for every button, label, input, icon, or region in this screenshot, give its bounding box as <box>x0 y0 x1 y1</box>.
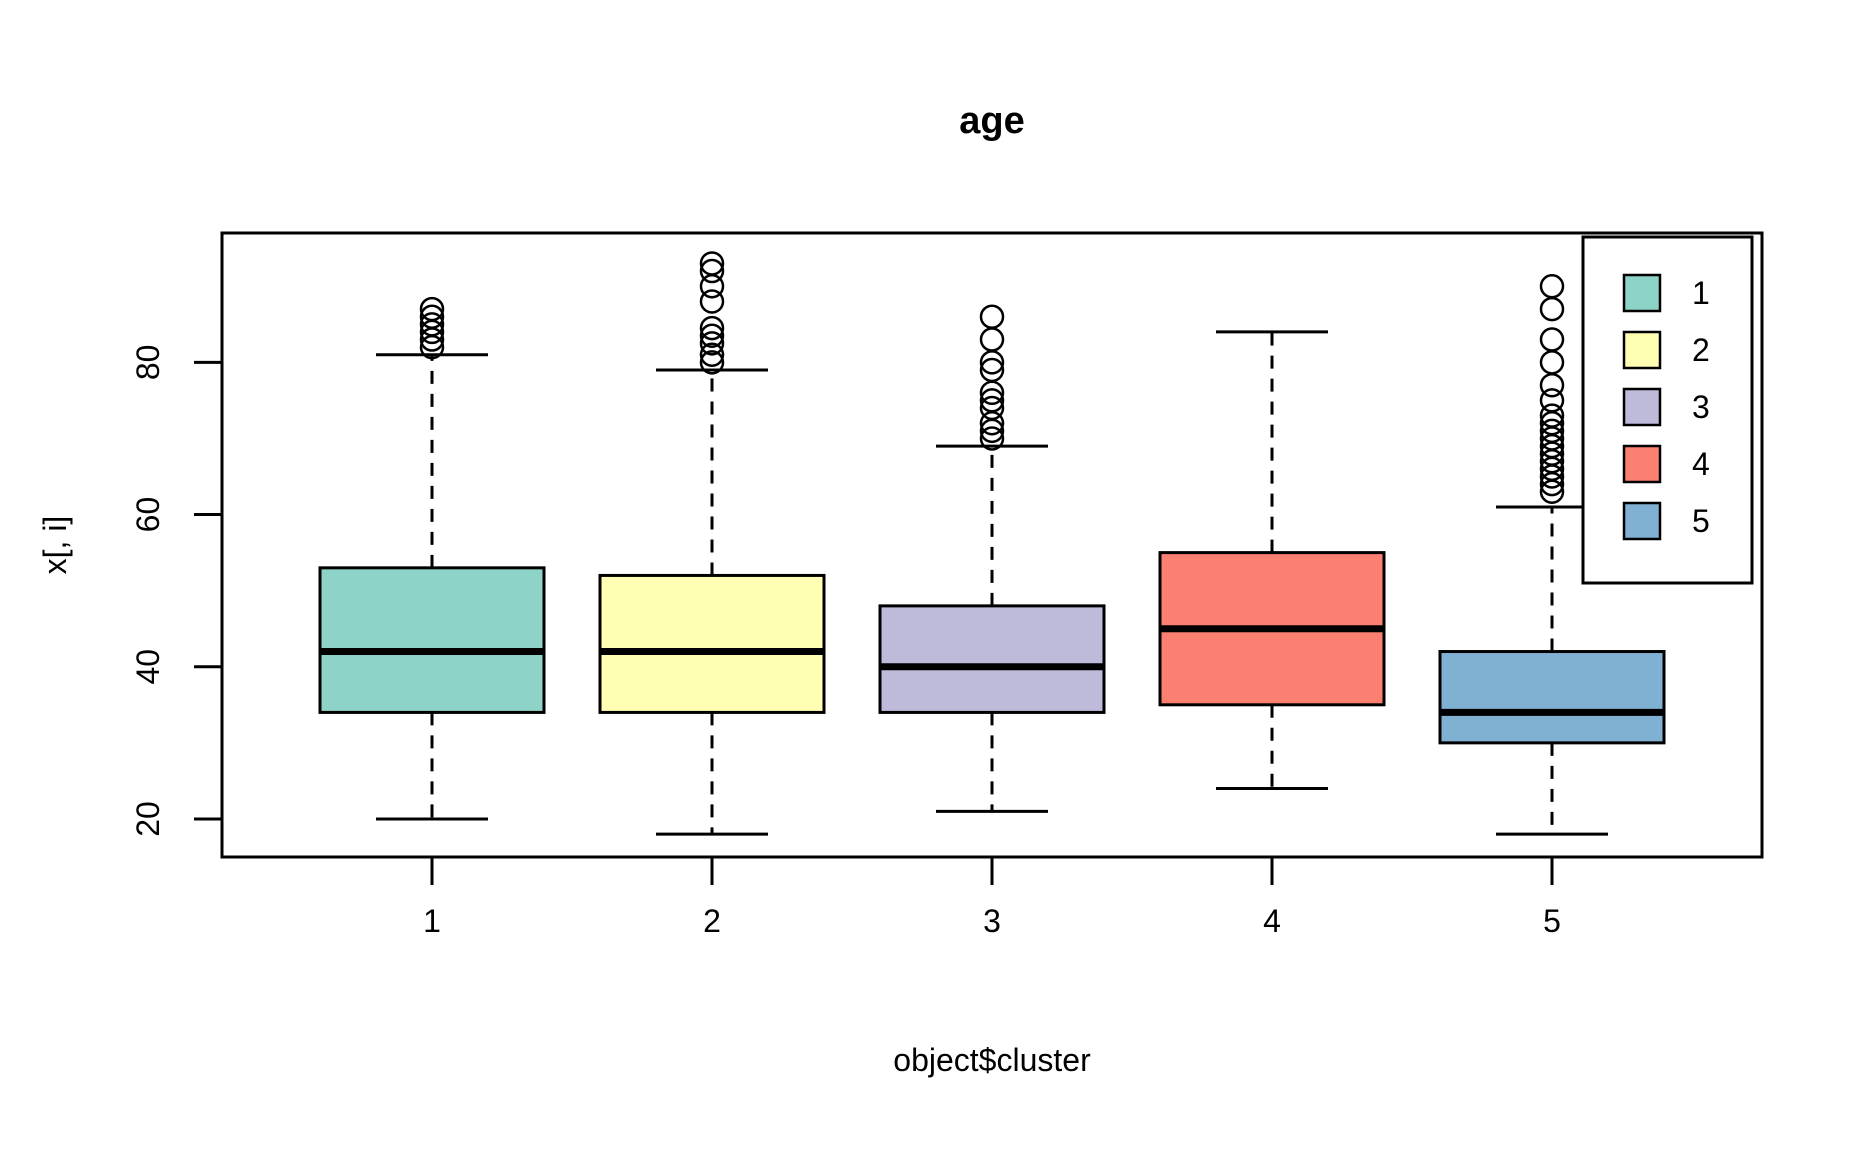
legend-label-1: 1 <box>1692 275 1710 311</box>
outlier-point <box>699 258 725 284</box>
legend-box <box>1581 235 1754 585</box>
legend-swatch-3 <box>1622 387 1662 427</box>
y-tick-label: 20 <box>130 801 166 837</box>
boxplot-group-5 <box>1438 274 1666 836</box>
x-axis-ticks: 1 2 3 4 5 <box>423 857 1561 939</box>
iqr-box <box>1438 650 1666 745</box>
outlier-point <box>1539 274 1565 299</box>
legend-label-3: 3 <box>1692 389 1710 425</box>
y-axis-label: x[, i] <box>37 516 73 575</box>
outlier-point <box>419 312 445 337</box>
outlier-point <box>979 426 1005 451</box>
outlier-point <box>1539 388 1565 413</box>
outlier-point <box>699 342 725 368</box>
boxplot-groups <box>318 251 1666 836</box>
legend-label-5: 5 <box>1692 503 1710 539</box>
outlier-point <box>979 327 1005 352</box>
outlier-point <box>1539 403 1565 428</box>
iqr-box <box>318 566 546 714</box>
boxplot-group-3 <box>878 304 1106 813</box>
legend-label-4: 4 <box>1692 446 1710 482</box>
outlier-point <box>979 395 1005 421</box>
outlier-point <box>699 331 725 356</box>
outlier-point <box>1539 296 1565 322</box>
iqr-box <box>598 573 826 714</box>
outlier-point <box>699 315 725 341</box>
y-tick-label: 80 <box>130 345 166 381</box>
legend: 1 2 3 4 5 <box>1581 235 1754 585</box>
outlier-point <box>699 323 725 348</box>
legend-swatch-2 <box>1622 330 1662 370</box>
outlier-point <box>979 388 1005 413</box>
legend-swatch-1 <box>1622 273 1662 313</box>
outlier-point <box>979 304 1005 329</box>
iqr-box <box>878 604 1106 714</box>
outlier-point <box>1539 372 1565 398</box>
outlier-point <box>979 357 1005 383</box>
boxplot-group-2 <box>598 251 826 836</box>
x-tick-label: 2 <box>703 903 721 939</box>
chart-title: age <box>959 100 1024 142</box>
outlier-point <box>699 350 725 375</box>
x-tick-label: 4 <box>1263 903 1281 939</box>
x-tick-label: 5 <box>1543 903 1561 939</box>
y-tick-label: 60 <box>130 497 166 533</box>
y-axis-ticks: 20 40 60 80 <box>130 345 222 837</box>
boxplot-group-4 <box>1158 330 1386 791</box>
y-tick-label: 40 <box>130 649 166 685</box>
x-tick-label: 3 <box>983 903 1001 939</box>
outlier-point <box>699 251 725 276</box>
outlier-point <box>699 289 725 314</box>
outlier-point <box>1539 418 1565 444</box>
legend-swatch-4 <box>1622 444 1662 484</box>
legend-swatch-5 <box>1622 501 1662 541</box>
outlier-point <box>419 304 445 329</box>
outlier-point <box>1539 350 1565 375</box>
boxplot-group-1 <box>318 296 546 821</box>
outlier-point <box>419 296 445 322</box>
x-tick-label: 1 <box>423 903 441 939</box>
legend-label-2: 2 <box>1692 332 1710 368</box>
outlier-point <box>1539 327 1565 352</box>
x-axis-label: object$cluster <box>893 1042 1091 1078</box>
